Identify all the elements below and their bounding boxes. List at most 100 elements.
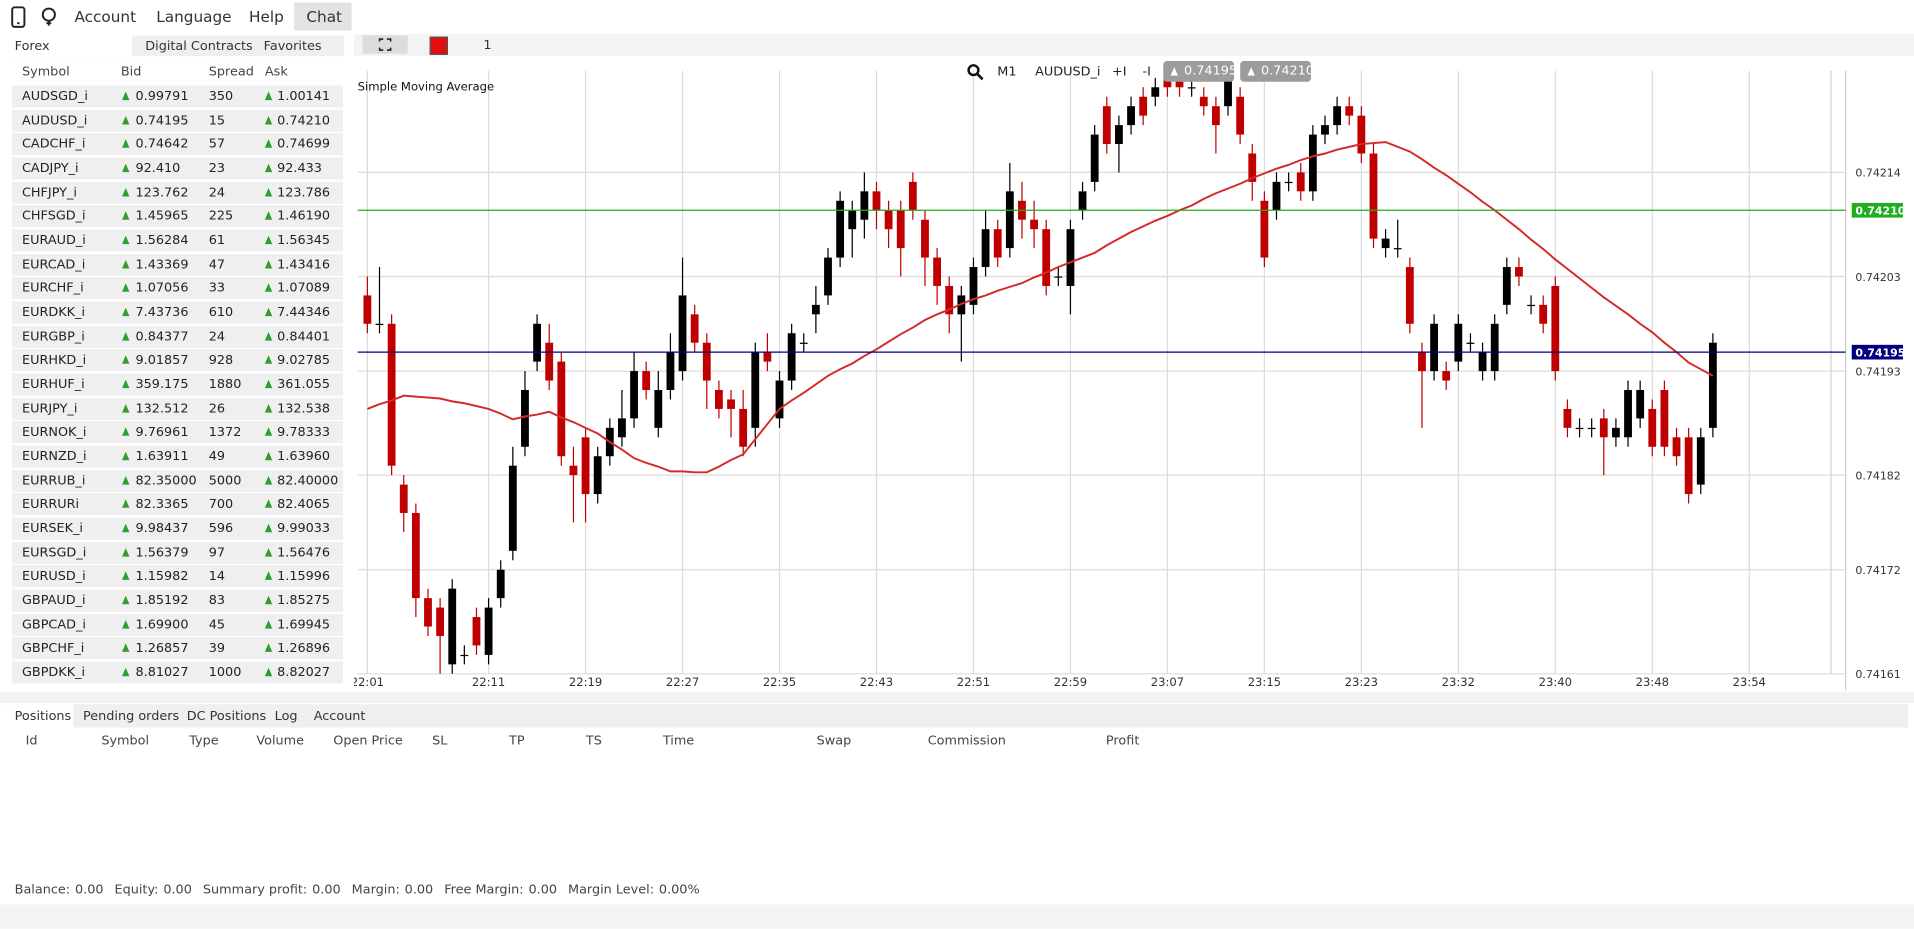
- up-arrow: [122, 355, 130, 365]
- up-arrow: [122, 91, 130, 101]
- summary-label: Summary profit:: [202, 882, 308, 898]
- candle-body: [496, 569, 505, 599]
- ask: 1.07089: [277, 281, 331, 296]
- spread: 39: [208, 641, 226, 656]
- quote-row[interactable]: CHFSGD_i 1.45965 225 1.46190: [12, 205, 344, 228]
- ask: 1.69945: [277, 617, 331, 632]
- count: 1: [483, 37, 492, 53]
- market-tab[interactable]: Digital Contracts: [145, 39, 253, 54]
- candle-body: [1405, 267, 1414, 324]
- quote-row[interactable]: EURDKK_i 7.43736 610 7.44346: [12, 301, 344, 324]
- up-arrow: [264, 115, 273, 125]
- candle-body: [1430, 323, 1438, 372]
- quote-row[interactable]: EURSGD_i 1.56379 97 1.56476: [12, 541, 344, 564]
- quote-row[interactable]: GBPCHF_i 1.26857 39 1.26896: [12, 637, 344, 660]
- quote-row[interactable]: CHFJPY_i 123.762 24 123.786: [12, 181, 344, 204]
- quote-row[interactable]: EURAUD_i 1.56284 61 1.56345: [12, 229, 344, 252]
- quote-row[interactable]: CADCHF_i 0.74642 57 0.74699: [12, 133, 344, 156]
- quote-row[interactable]: CADJPY_i 92.410 23 92.433: [12, 157, 344, 180]
- candle-body: [484, 607, 493, 655]
- zoom-icon[interactable]: [967, 63, 984, 81]
- menu-item[interactable]: Chat: [306, 7, 343, 26]
- candle-body: [799, 342, 808, 344]
- candle-body: [1442, 371, 1451, 381]
- market-tab[interactable]: Favorites: [263, 39, 322, 54]
- menu-item[interactable]: Account: [74, 7, 137, 26]
- quote-row[interactable]: EURCHF_i 1.07056 33 1.07089: [12, 277, 344, 300]
- symbol: GBPCAD_i: [21, 617, 86, 632]
- bid: 92.410: [135, 161, 181, 176]
- quote-row[interactable]: EURSEK_i 9.98437 596 9.99033: [12, 517, 344, 540]
- ask: 7.44346: [277, 305, 331, 320]
- chart-symbol[interactable]: AUDUSD_i: [1035, 64, 1101, 80]
- bid: 359.175: [135, 377, 189, 392]
- spread: 225: [208, 209, 234, 224]
- up-arrow: [264, 403, 273, 413]
- candle-body: [1660, 390, 1669, 447]
- candle-body: [387, 323, 396, 466]
- account-summary: Balance: 0.00 Equity: 0.00 Summary profit: 0.…: [15, 883, 700, 898]
- candle-body: [618, 418, 626, 438]
- up-arrow: [122, 523, 130, 533]
- quote-row[interactable]: AUDSGD_i 0.99791 350 1.00141: [12, 85, 344, 108]
- candle-body: [1357, 115, 1366, 154]
- quote-row[interactable]: EURNOK_i 9.76961 1372 9.78333: [12, 421, 344, 444]
- bottom-tab[interactable]: Account: [313, 709, 366, 724]
- candle-body: [411, 512, 420, 599]
- summary-value: 0.00: [74, 882, 104, 898]
- quote-row[interactable]: AUDUSD_i 0.74195 15 0.74210: [12, 109, 344, 132]
- menu-item[interactable]: Language: [156, 7, 232, 26]
- market-tab[interactable]: Forex: [14, 39, 50, 54]
- spread: 57: [208, 137, 226, 152]
- menu-item[interactable]: Help: [249, 7, 284, 26]
- chart-toolbar-bar: [353, 34, 1914, 57]
- candle-body: [1248, 153, 1257, 182]
- timeframe[interactable]: M1: [997, 64, 1017, 80]
- indicator-remove[interactable]: -I: [1142, 64, 1151, 80]
- ask-box[interactable]: 0.74210: [1240, 61, 1314, 82]
- bid-box[interactable]: 0.74195: [1163, 61, 1237, 82]
- candle-body: [1066, 229, 1075, 286]
- symbol: AUDSGD_i: [21, 89, 88, 104]
- candle-body: [1139, 96, 1148, 116]
- bid: 9.98437: [135, 521, 189, 536]
- quote-row[interactable]: EURHUF_i 359.175 1880 361.055: [12, 373, 344, 396]
- quote-row[interactable]: EURRURi 82.3365 700 82.4065: [12, 493, 344, 516]
- bid: 82.3365: [135, 497, 189, 512]
- quote-row[interactable]: EURUSD_i 1.15982 14 1.15996: [12, 565, 344, 588]
- quote-row[interactable]: EURRUB_i 82.35000 5000 82.40000: [12, 469, 344, 492]
- quote-row[interactable]: GBPDKK_i 8.81027 1000 8.82027: [12, 661, 344, 684]
- quote-row[interactable]: EURJPY_i 132.512 26 132.538: [12, 397, 344, 420]
- quote-row[interactable]: GBPAUD_i 1.85192 83 1.85275: [12, 589, 344, 612]
- color-button[interactable]: [429, 36, 448, 55]
- bottom-tab[interactable]: Positions: [14, 709, 72, 724]
- bottom-tab[interactable]: Pending orders: [83, 709, 180, 724]
- spread: 1000: [208, 665, 242, 681]
- candle-body: [1539, 304, 1548, 324]
- bottom-tab[interactable]: DC Positions: [186, 709, 267, 724]
- up-arrow: [264, 595, 273, 605]
- candle-body: [508, 465, 517, 551]
- ask: 123.786: [277, 185, 331, 200]
- x-tick-label: 22:59: [1054, 675, 1087, 689]
- quote-row[interactable]: EURNZD_i 1.63911 49 1.63960: [12, 445, 344, 468]
- quote-row[interactable]: GBPCAD_i 1.69900 45 1.69945: [12, 613, 344, 636]
- quote-row[interactable]: EURGBP_i 0.84377 24 0.84401: [12, 325, 344, 348]
- bottom-tab[interactable]: Log: [274, 709, 298, 724]
- ask: 1.00141: [277, 89, 331, 104]
- ask: 1.43416: [277, 257, 331, 272]
- candle-body: [1515, 267, 1523, 277]
- fullscreen-button[interactable]: [362, 35, 408, 54]
- candle-body: [908, 181, 917, 211]
- quote-row[interactable]: EURHKD_i 9.01857 928 9.02785: [12, 349, 344, 372]
- ask: 8.82027: [277, 665, 331, 681]
- positions-column: SL: [432, 733, 448, 749]
- candle-body: [1308, 134, 1317, 192]
- up-arrow: [264, 571, 273, 581]
- indicator-add[interactable]: +I: [1112, 64, 1127, 80]
- bid-tag-label: 0.74195: [1855, 346, 1905, 359]
- quote-row[interactable]: EURCAD_i 1.43369 47 1.43416: [12, 253, 344, 276]
- candle-body: [1393, 248, 1402, 250]
- ask-price: 0.74210: [1260, 63, 1314, 79]
- positions-column: Id: [25, 733, 38, 749]
